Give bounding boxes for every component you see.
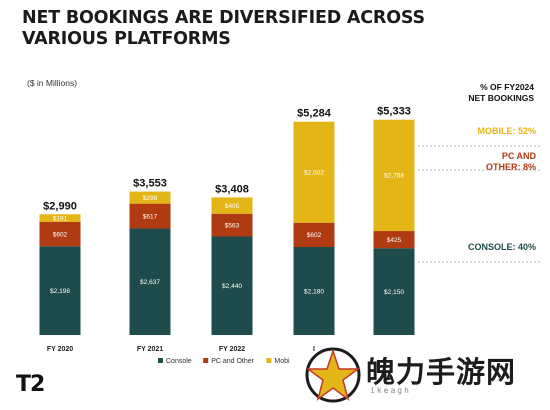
headline-line-1: NET BOOKINGS ARE DIVERSIFIED ACROSS — [22, 8, 425, 28]
bar-value-label-1-5: $2,150 — [384, 289, 404, 296]
legend-swatch-3 — [266, 358, 272, 363]
headline-line-2: VARIOUS PLATFORMS — [22, 29, 231, 49]
pc-share-label-line-1: PC AND — [501, 151, 536, 161]
bar-value-label-2-5: $425 — [387, 237, 402, 244]
bar-value-label-1-3: $2,440 — [222, 283, 242, 290]
right-panel-title-line-2: NET BOOKINGS — [468, 93, 534, 103]
bar-value-label-3-2: $299 — [143, 195, 158, 202]
bar-total-label-2: $3,553 — [133, 178, 167, 190]
bar-value-label-3-5: $2,758 — [384, 173, 404, 180]
x-tick-label-2: FY 2021 — [137, 346, 163, 353]
pc-share-label: PC AND OTHER: 8% — [486, 151, 536, 173]
t2-logo: T2 — [16, 372, 45, 397]
bar-value-label-2-1: $602 — [53, 231, 68, 238]
bar-pc-and-other-3 — [211, 213, 253, 237]
legend-label-3: Mobi — [274, 358, 290, 365]
legend-label-2: PC and Other — [211, 358, 254, 365]
console-share-label: CONSOLE: 40% — [467, 242, 536, 252]
watermark-subtext: ikeagh — [370, 386, 411, 395]
headline: NET BOOKINGS ARE DIVERSIFIED ACROSS VARI… — [22, 8, 442, 50]
bar-console-3 — [211, 236, 253, 335]
right-panel-title: % OF FY2024 NET BOOKINGS — [408, 82, 534, 104]
bar-total-label-5: $5,333 — [377, 106, 411, 118]
legend-swatch-2 — [203, 358, 209, 363]
bar-mobi-1 — [39, 214, 81, 222]
watermark-text: 魄力手游网 — [366, 355, 517, 389]
bar-value-label-1-2: $2,637 — [140, 279, 160, 286]
pc-share-label-line-2: OTHER: 8% — [485, 162, 536, 172]
bar-pc-and-other-4 — [293, 222, 335, 247]
bar-console-1 — [39, 246, 81, 335]
bar-console-4 — [293, 246, 335, 335]
bar-pc-and-other-1 — [39, 221, 81, 247]
bar-total-label-1: $2,990 — [43, 200, 77, 212]
bar-value-label-1-1: $2,198 — [50, 288, 70, 295]
bar-total-label-4: $5,284 — [297, 108, 332, 120]
bar-value-label-3-1: $191 — [53, 215, 68, 222]
bar-value-label-2-3: $563 — [225, 222, 240, 229]
bar-pc-and-other-5 — [373, 231, 415, 249]
legend-swatch-1 — [158, 358, 163, 363]
x-tick-label-1: FY 2020 — [47, 346, 73, 353]
watermark-star-icon — [305, 347, 361, 403]
legend-label-1: Console — [166, 358, 192, 365]
bar-value-label-2-2: $617 — [143, 213, 158, 220]
bar-value-label-1-4: $2,180 — [304, 288, 324, 295]
bar-mobi-3 — [211, 197, 253, 214]
right-panel-title-line-1: % OF FY2024 — [480, 82, 534, 92]
bar-total-label-3: $3,408 — [215, 183, 249, 195]
bar-mobi-4 — [293, 121, 335, 223]
bar-mobi-5 — [373, 119, 415, 232]
bar-console-5 — [373, 248, 415, 335]
bar-console-2 — [129, 228, 171, 335]
bar-value-label-3-4: $2,502 — [304, 169, 324, 176]
x-tick-label-3: FY 2022 — [219, 346, 245, 353]
watermark: 魄力手游网 ikeagh — [300, 345, 548, 405]
unit-note: ($ in Millions) — [27, 78, 78, 88]
bar-value-label-2-4: $602 — [307, 232, 322, 239]
x-tick-label-4: I — [313, 346, 315, 353]
bar-pc-and-other-2 — [129, 203, 171, 229]
bar-value-label-3-3: $405 — [225, 203, 240, 210]
mobile-share-label: MOBILE: 52% — [477, 126, 536, 136]
bar-mobi-2 — [129, 191, 171, 204]
